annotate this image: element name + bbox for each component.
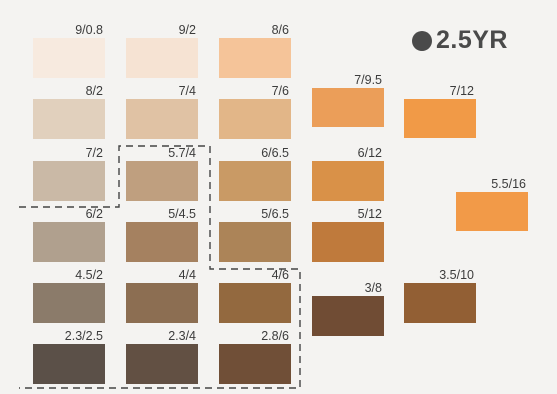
color-swatch bbox=[219, 38, 291, 78]
swatch-label: 2.3/2.5 bbox=[64, 329, 103, 343]
color-swatch bbox=[33, 283, 105, 323]
swatch-label: 7/2 bbox=[85, 146, 103, 160]
swatch-label: 5/6.5 bbox=[261, 207, 289, 221]
color-swatch bbox=[456, 192, 528, 231]
color-swatch bbox=[219, 283, 291, 323]
swatch-label: 5.7/4 bbox=[168, 146, 196, 160]
color-swatch bbox=[126, 99, 198, 139]
color-swatch bbox=[33, 161, 105, 201]
color-swatch bbox=[404, 99, 476, 138]
color-swatch bbox=[33, 344, 105, 384]
color-swatch bbox=[312, 161, 384, 201]
color-swatch bbox=[33, 38, 105, 78]
swatch-label: 5.5/16 bbox=[491, 177, 526, 191]
swatch-label: 4/6 bbox=[271, 268, 289, 282]
swatch-label: 9/0.8 bbox=[75, 23, 103, 37]
swatch-label: 4.5/2 bbox=[75, 268, 103, 282]
swatch-label: 7/9.5 bbox=[354, 73, 382, 87]
color-swatch bbox=[312, 296, 384, 336]
swatch-label: 6/12 bbox=[357, 146, 382, 160]
swatch-label: 3.5/10 bbox=[439, 268, 474, 282]
swatch-label: 3/8 bbox=[364, 281, 382, 295]
hue-title: 2.5YR bbox=[412, 26, 508, 55]
swatch-label: 7/12 bbox=[449, 84, 474, 98]
color-swatch bbox=[312, 88, 384, 127]
color-swatch bbox=[219, 99, 291, 139]
bullet-dot-icon bbox=[412, 30, 432, 51]
swatch-label: 8/6 bbox=[271, 23, 289, 37]
swatch-label: 6/6.5 bbox=[261, 146, 289, 160]
swatch-label: 2.8/6 bbox=[261, 329, 289, 343]
color-swatch bbox=[404, 283, 476, 323]
color-swatch bbox=[312, 222, 384, 262]
swatch-label: 7/4 bbox=[178, 84, 196, 98]
hue-label: 2.5YR bbox=[436, 26, 508, 54]
swatch-label: 7/6 bbox=[271, 84, 289, 98]
swatch-label: 9/2 bbox=[178, 23, 196, 37]
color-swatch bbox=[33, 222, 105, 262]
swatch-label: 4/4 bbox=[178, 268, 196, 282]
color-swatch bbox=[219, 222, 291, 262]
swatch-label: 2.3/4 bbox=[168, 329, 196, 343]
swatch-label: 8/2 bbox=[85, 84, 103, 98]
color-swatch bbox=[126, 161, 198, 201]
color-swatch bbox=[219, 161, 291, 201]
color-swatch bbox=[33, 99, 105, 139]
color-swatch bbox=[126, 344, 198, 384]
swatch-label: 6/2 bbox=[85, 207, 103, 221]
swatch-label: 5/4.5 bbox=[168, 207, 196, 221]
color-swatch bbox=[126, 38, 198, 78]
swatch-label: 5/12 bbox=[357, 207, 382, 221]
color-swatch bbox=[219, 344, 291, 384]
color-swatch bbox=[126, 283, 198, 323]
color-swatch bbox=[126, 222, 198, 262]
